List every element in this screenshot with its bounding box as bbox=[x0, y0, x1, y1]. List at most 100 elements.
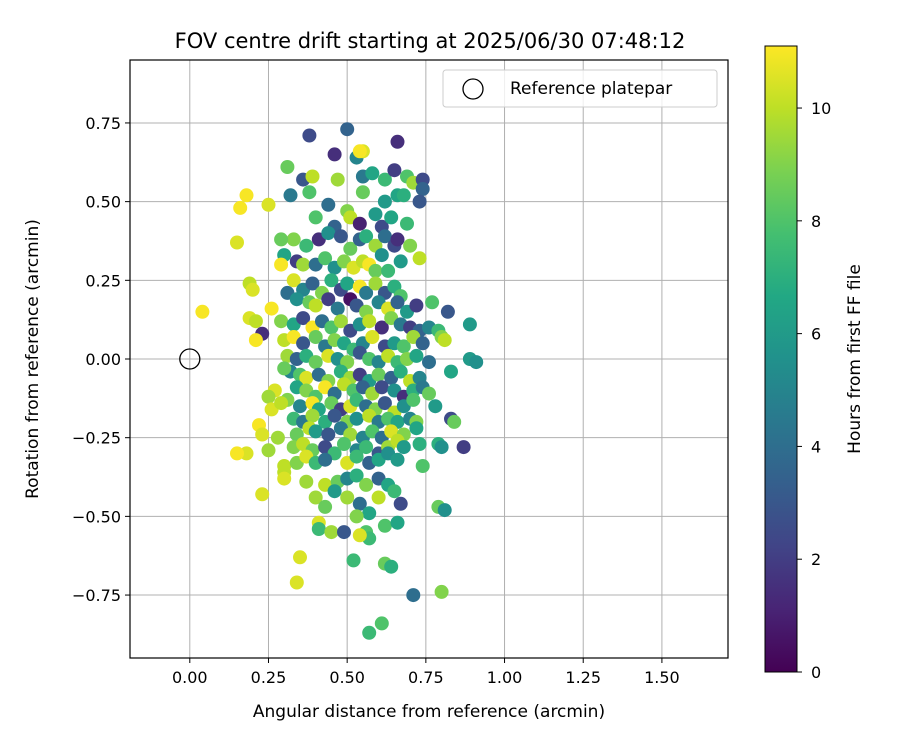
data-point bbox=[349, 411, 364, 426]
data-point bbox=[239, 188, 254, 203]
data-point bbox=[409, 421, 424, 436]
data-point bbox=[333, 229, 348, 244]
data-point bbox=[305, 408, 320, 423]
data-point bbox=[264, 301, 279, 316]
data-point bbox=[337, 525, 351, 540]
data-points bbox=[195, 122, 484, 640]
data-point bbox=[434, 440, 449, 455]
data-point bbox=[390, 452, 405, 467]
data-point bbox=[286, 273, 301, 288]
data-point bbox=[403, 238, 418, 253]
data-point bbox=[359, 229, 374, 244]
x-axis-ticks: 0.00 0.25 0.50 0.75 1.00 1.25 1.50 bbox=[172, 658, 680, 687]
data-point bbox=[374, 320, 389, 335]
data-point bbox=[359, 440, 374, 455]
colorbar-tick-label: 8 bbox=[811, 212, 821, 231]
data-point bbox=[346, 553, 361, 568]
data-point bbox=[296, 336, 311, 351]
data-point bbox=[349, 509, 364, 524]
data-point bbox=[261, 197, 276, 212]
data-point bbox=[340, 122, 355, 137]
data-point bbox=[321, 197, 336, 212]
data-point bbox=[280, 160, 295, 174]
reference-marker bbox=[179, 348, 201, 370]
data-point bbox=[409, 348, 424, 363]
data-point bbox=[412, 251, 427, 266]
data-point bbox=[340, 276, 355, 291]
x-tick-label: 0.25 bbox=[251, 668, 287, 687]
data-point bbox=[327, 147, 342, 162]
data-point bbox=[289, 575, 304, 590]
data-point bbox=[377, 172, 392, 187]
data-point bbox=[362, 314, 377, 329]
data-point bbox=[440, 304, 455, 319]
data-point bbox=[311, 522, 326, 536]
legend-marker-icon bbox=[462, 78, 484, 100]
data-point bbox=[230, 446, 244, 461]
data-point bbox=[368, 207, 383, 222]
data-point bbox=[352, 528, 367, 543]
data-point bbox=[248, 314, 263, 329]
data-point bbox=[318, 499, 333, 514]
data-point bbox=[371, 367, 386, 382]
x-tick-label: 1.25 bbox=[565, 668, 601, 687]
data-point bbox=[393, 254, 408, 269]
data-point bbox=[415, 182, 430, 196]
data-point bbox=[387, 163, 402, 178]
data-point bbox=[343, 241, 358, 256]
data-point bbox=[261, 389, 276, 404]
colorbar: 0 2 4 6 8 10 Hours from first FF file bbox=[764, 45, 865, 682]
data-point bbox=[305, 276, 320, 291]
x-axis-label: Angular distance from reference (arcmin) bbox=[253, 702, 605, 722]
data-point bbox=[437, 503, 452, 518]
y-axis-label: Rotation from reference (arcmin) bbox=[23, 219, 43, 499]
data-point bbox=[384, 559, 399, 574]
data-point bbox=[390, 232, 405, 247]
data-point bbox=[230, 235, 244, 250]
y-tick-label: 0.00 bbox=[85, 350, 121, 369]
data-point bbox=[462, 317, 477, 332]
data-point bbox=[422, 386, 436, 401]
data-point bbox=[415, 459, 430, 473]
y-axis-ticks: 0.75 0.50 0.25 0.00 −0.25 −0.50 −0.75 bbox=[72, 114, 130, 605]
data-point bbox=[283, 188, 298, 203]
data-point bbox=[352, 496, 367, 511]
data-point bbox=[434, 584, 449, 599]
data-point bbox=[396, 188, 411, 203]
colorbar-tick-label: 6 bbox=[811, 325, 821, 344]
chart-title: FOV centre drift starting at 2025/06/30 … bbox=[175, 29, 686, 53]
data-point bbox=[274, 314, 289, 329]
data-point bbox=[302, 128, 317, 143]
data-point bbox=[469, 355, 484, 370]
data-point bbox=[393, 496, 408, 511]
x-tick-label: 1.50 bbox=[644, 668, 680, 687]
legend-box bbox=[442, 69, 718, 108]
data-point bbox=[355, 185, 370, 200]
data-point bbox=[377, 518, 392, 533]
colorbar-ticks: 0 2 4 6 8 10 bbox=[797, 99, 831, 682]
legend-label: Reference platepar bbox=[510, 79, 672, 99]
data-point bbox=[409, 298, 424, 313]
data-point bbox=[299, 474, 314, 489]
data-point bbox=[393, 364, 408, 379]
data-point bbox=[349, 449, 364, 464]
data-point bbox=[293, 399, 307, 414]
data-point bbox=[327, 408, 342, 423]
y-tick-label: 0.75 bbox=[85, 114, 121, 133]
data-point bbox=[324, 525, 339, 540]
data-point bbox=[412, 437, 427, 451]
data-point bbox=[248, 333, 263, 348]
data-point bbox=[308, 298, 323, 313]
x-tick-label: 0.00 bbox=[172, 668, 208, 687]
data-point bbox=[255, 427, 270, 442]
data-point bbox=[308, 490, 323, 505]
colorbar-label: Hours from first FF file bbox=[845, 264, 865, 454]
colorbar-tick-label: 4 bbox=[811, 437, 821, 456]
data-point bbox=[428, 399, 443, 414]
x-tick-label: 0.50 bbox=[329, 668, 365, 687]
data-point bbox=[305, 169, 320, 184]
legend: Reference platepar bbox=[442, 69, 718, 108]
data-point bbox=[318, 251, 333, 266]
data-point bbox=[390, 295, 405, 310]
